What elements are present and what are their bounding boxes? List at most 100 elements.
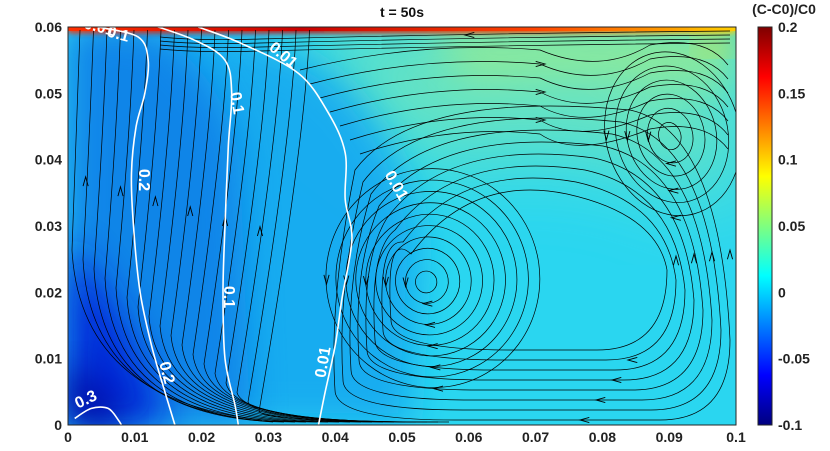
y-tick-label: 0.05 (35, 85, 62, 101)
x-tick-label: 0 (64, 429, 72, 445)
streamline (126, 29, 318, 423)
streamline-arrow (578, 416, 590, 424)
colorbar-title: (C-C0)/C0 (752, 1, 816, 17)
x-tick-label: 0.08 (589, 429, 616, 445)
streamline-arrow (672, 254, 680, 266)
streamline (309, 56, 729, 85)
vortex-streamline (365, 213, 495, 346)
colorbar-tick-label: -0.05 (778, 351, 810, 367)
streamline (357, 141, 704, 391)
y-tick-label: 0 (54, 417, 62, 433)
contour-label-0.2-lower: 0.2 (155, 360, 177, 386)
streamline (333, 105, 731, 421)
streamline-arrow (152, 195, 159, 207)
x-axis: 0 0.01 0.02 0.03 0.04 0.05 0.06 0.07 0.0… (64, 429, 746, 445)
y-tick-label: 0.03 (35, 218, 62, 234)
streamline-arrow (645, 131, 652, 143)
streamline-arrow (664, 160, 677, 167)
colorbar-tick-label: 0.15 (778, 85, 805, 101)
streamline (104, 29, 296, 423)
chart-title: t = 50s (380, 4, 424, 20)
vortex-streamline (405, 259, 449, 304)
streamline-arrow (82, 175, 89, 187)
contour-label-0.1-lower: 0.1 (220, 286, 237, 308)
streamline (159, 42, 731, 53)
streamline (365, 153, 695, 381)
streamline-arrow (463, 31, 475, 39)
streamline (389, 189, 668, 351)
heatmap-field (68, 27, 736, 425)
contour-label-0.01-lower: 0.01 (312, 345, 334, 379)
streamline-arrow (256, 225, 264, 237)
streamline-arrow (402, 277, 409, 289)
streamline-arrow (726, 248, 734, 260)
x-tick-label: 0.02 (188, 429, 215, 445)
streamline-arrow (626, 356, 638, 364)
streamline-arrow (429, 364, 441, 371)
vortex-streamline (325, 168, 541, 388)
streamline-arrow (535, 116, 547, 124)
streamline (341, 117, 722, 411)
streamline-arrow (187, 205, 194, 217)
colorbar-tick-label: 0.1 (778, 152, 798, 168)
x-tick-label: 0.1 (726, 429, 746, 445)
vortex-streamline (395, 247, 461, 315)
contour-label-0.1-top: 0.1 (105, 24, 131, 46)
streamline (381, 177, 677, 361)
vortex-streamline (625, 79, 718, 190)
contour-label-0.1-upper: 0.1 (226, 91, 247, 116)
streamline (373, 165, 686, 371)
vortex-streamline (415, 270, 438, 294)
colorbar-tick-label: 0.2 (778, 19, 798, 35)
streamline (181, 29, 373, 423)
x-tick-label: 0.04 (322, 429, 349, 445)
vortex-streamline (345, 191, 518, 367)
x-tick-label: 0.09 (656, 429, 683, 445)
y-tick-label: 0.01 (35, 351, 62, 367)
streamline (258, 29, 450, 423)
x-tick-label: 0.06 (455, 429, 482, 445)
streamline (349, 129, 713, 401)
contour-line-0.1 (155, 27, 240, 425)
streamline (349, 112, 729, 141)
streamline-arrow (421, 300, 433, 307)
vortex-streamline (604, 51, 736, 217)
streamline-arrow (535, 88, 547, 96)
streamline-arrow (343, 275, 350, 287)
streamline-arrow (610, 376, 622, 384)
streamline-arrow (690, 252, 698, 264)
streamline (247, 29, 439, 423)
contour-lines (74, 27, 353, 425)
y-tick-label: 0.02 (35, 284, 62, 300)
contour-line-0.3 (74, 406, 123, 425)
contour-line-0.01 (198, 27, 353, 425)
streamline (82, 29, 274, 423)
colorbar-tick-label: 0 (778, 284, 786, 300)
streamlines (71, 29, 736, 424)
streamline-arrow (708, 250, 716, 262)
x-tick-label: 0.07 (522, 429, 549, 445)
streamline-arrow (535, 60, 547, 68)
streamline (115, 29, 307, 423)
streamline-arrow (323, 274, 330, 286)
streamline (236, 29, 428, 423)
x-tick-label: 0.01 (121, 429, 148, 445)
streamline (71, 29, 263, 421)
x-tick-label: 0.03 (255, 429, 282, 445)
y-axis: 0 0.01 0.02 0.03 0.04 0.05 0.06 (35, 19, 62, 433)
streamline (159, 38, 731, 49)
vortex-streamline (614, 65, 730, 203)
streamline-arrow (424, 321, 436, 328)
y-tick-label: 0.04 (35, 152, 62, 168)
x-tick-label: 0.05 (388, 429, 415, 445)
colorbar-gradient (757, 26, 773, 426)
y-tick-label: 0.06 (35, 19, 62, 35)
contour-label-0.2-upper: 0.2 (135, 169, 152, 191)
streamline (159, 29, 351, 423)
plot-frame (67, 26, 737, 426)
streamline (329, 84, 729, 113)
streamline (170, 29, 362, 423)
streamline-arrow (382, 276, 389, 288)
streamline-arrow (594, 396, 606, 404)
